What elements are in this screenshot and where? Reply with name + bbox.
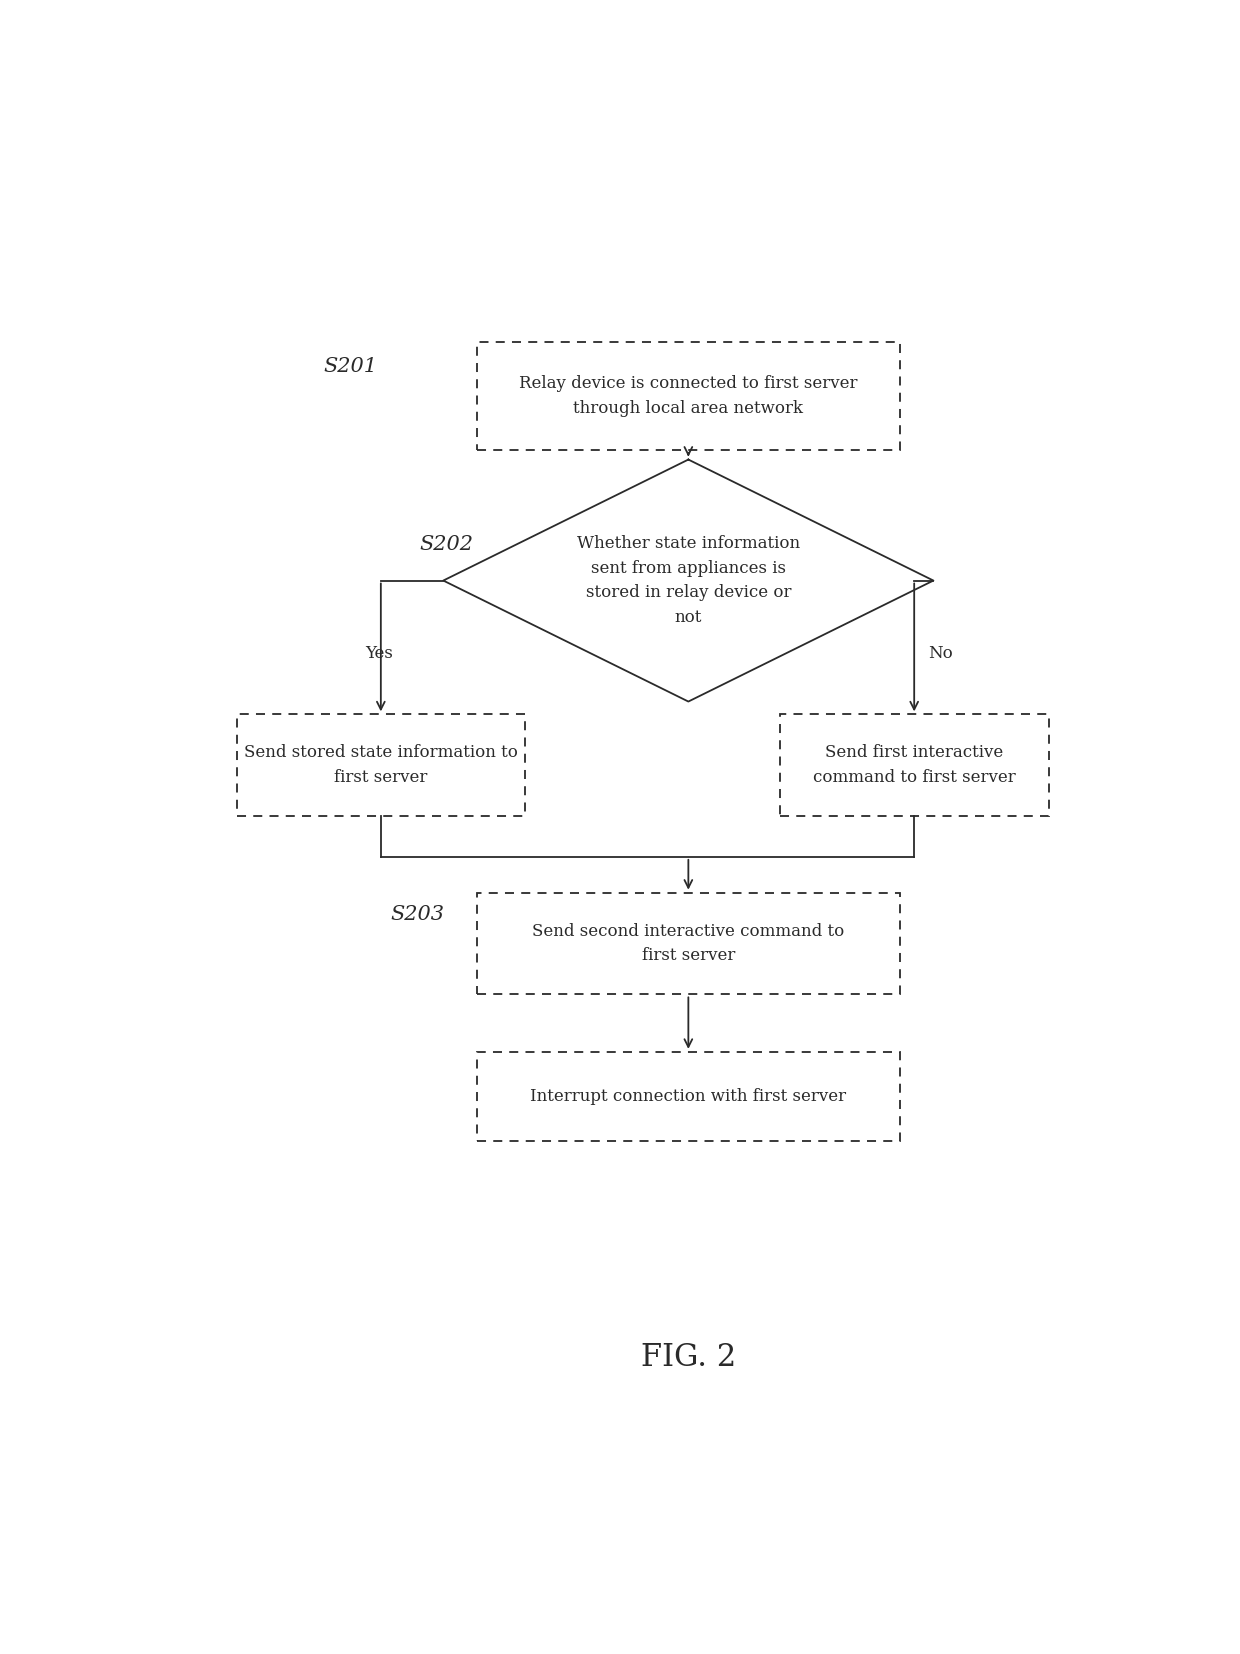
Text: Interrupt connection with first server: Interrupt connection with first server bbox=[531, 1088, 847, 1105]
Bar bbox=[780, 715, 1049, 815]
Text: FIG. 2: FIG. 2 bbox=[641, 1341, 737, 1373]
Bar bbox=[237, 715, 525, 815]
Text: S202: S202 bbox=[419, 536, 474, 554]
Bar bbox=[477, 893, 900, 994]
Bar bbox=[477, 1052, 900, 1141]
Text: Send stored state information to
first server: Send stored state information to first s… bbox=[244, 744, 518, 786]
Text: Yes: Yes bbox=[366, 645, 393, 662]
Text: S203: S203 bbox=[391, 905, 444, 923]
Text: Relay device is connected to first server
through local area network: Relay device is connected to first serve… bbox=[520, 375, 858, 417]
Text: S201: S201 bbox=[324, 357, 377, 375]
Text: Whether state information
sent from appliances is
stored in relay device or
not: Whether state information sent from appl… bbox=[577, 534, 800, 627]
Bar bbox=[477, 342, 900, 450]
Text: Send second interactive command to
first server: Send second interactive command to first… bbox=[532, 923, 844, 964]
Text: Send first interactive
command to first server: Send first interactive command to first … bbox=[812, 744, 1016, 786]
Text: No: No bbox=[929, 645, 954, 662]
